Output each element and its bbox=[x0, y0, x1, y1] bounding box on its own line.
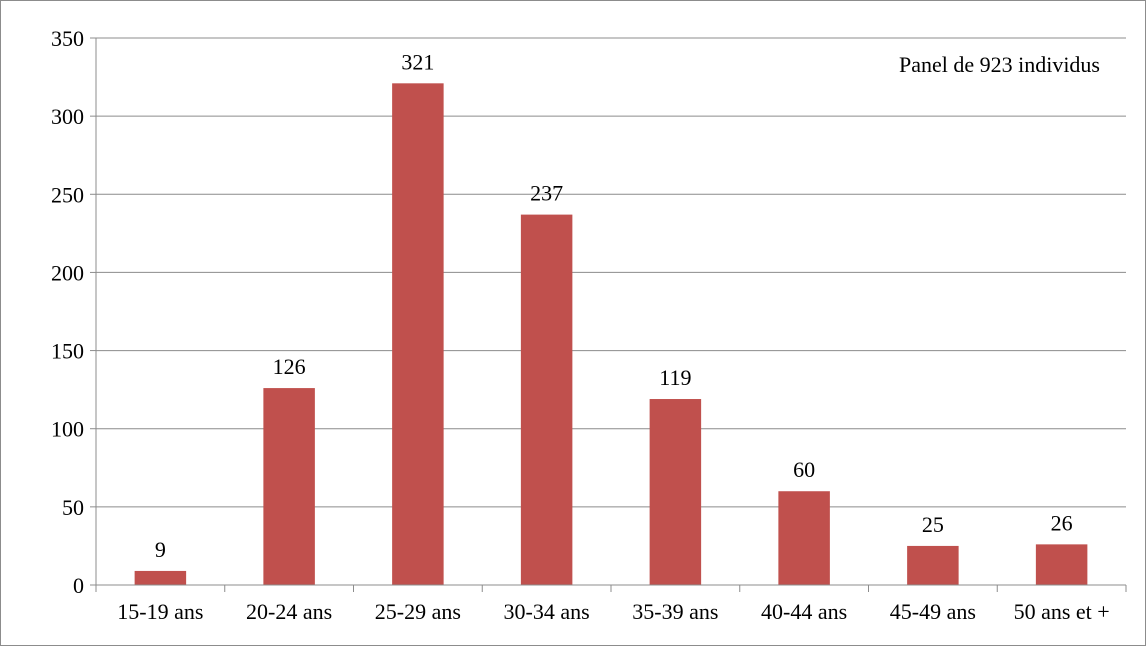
bar-value-label: 321 bbox=[401, 49, 434, 74]
bar bbox=[392, 83, 444, 585]
y-tick-label: 200 bbox=[51, 260, 84, 285]
y-tick-label: 300 bbox=[51, 104, 84, 129]
bar bbox=[1035, 544, 1088, 585]
bar bbox=[263, 388, 315, 585]
y-tick-label: 50 bbox=[62, 495, 84, 520]
bar bbox=[649, 399, 702, 585]
bar bbox=[778, 491, 830, 585]
bar bbox=[520, 214, 573, 586]
y-tick-label: 100 bbox=[51, 417, 84, 442]
y-tick-label: 250 bbox=[51, 182, 84, 207]
bar-value-label: 119 bbox=[659, 365, 691, 390]
bar-value-label: 126 bbox=[273, 354, 306, 379]
data-labels: 9 126 321 237 119 60 25 26 bbox=[155, 49, 1073, 562]
bar-value-label: 237 bbox=[530, 181, 563, 206]
x-tick-label: 25-29 ans bbox=[375, 599, 461, 624]
bar bbox=[907, 545, 959, 585]
bar-value-label: 60 bbox=[793, 457, 815, 482]
bar-value-label: 9 bbox=[155, 537, 166, 562]
bars bbox=[134, 83, 1088, 586]
x-tick-label: 30-34 ans bbox=[504, 599, 590, 624]
y-tick-label: 0 bbox=[73, 573, 84, 598]
x-tick-label: 35-39 ans bbox=[632, 599, 718, 624]
x-tick-label: 20-24 ans bbox=[246, 599, 332, 624]
bar-value-label: 26 bbox=[1051, 510, 1073, 535]
bar-value-label: 25 bbox=[922, 512, 944, 537]
y-tick-label: 150 bbox=[51, 339, 84, 364]
x-tick-label: 40-44 ans bbox=[761, 599, 847, 624]
x-tick-label: 45-49 ans bbox=[890, 599, 976, 624]
x-tick-label: 15-19 ans bbox=[117, 599, 203, 624]
axes: 0 50 100 150 200 250 300 350 15-19 ans 20-24 ans 2… bbox=[51, 26, 1127, 624]
bar bbox=[134, 570, 187, 585]
x-tick-label: 50 ans et + bbox=[1014, 599, 1110, 624]
panel-annotation: Panel de 923 individus bbox=[899, 52, 1100, 77]
y-tick-label: 350 bbox=[51, 26, 84, 51]
